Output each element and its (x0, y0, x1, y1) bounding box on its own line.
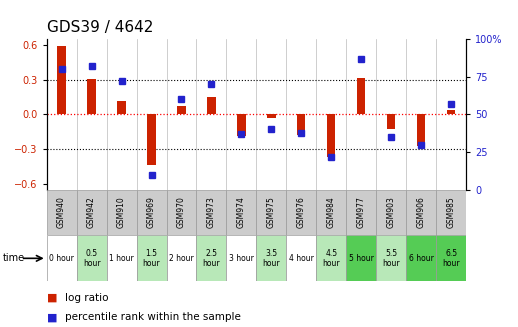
Bar (297, 114, 306, 135)
Bar (436, 190, 466, 235)
Text: percentile rank within the sample: percentile rank within the sample (65, 312, 241, 322)
Bar (57, 45, 66, 114)
Text: ■: ■ (47, 312, 57, 322)
Bar (376, 235, 406, 281)
Text: 4 hour: 4 hour (289, 254, 314, 263)
Bar (316, 235, 347, 281)
Text: 2 hour: 2 hour (169, 254, 194, 263)
Bar (417, 114, 425, 146)
Text: 3.5
hour: 3.5 hour (263, 249, 280, 268)
Bar (406, 190, 436, 235)
Bar (286, 235, 316, 281)
Bar (347, 235, 376, 281)
Bar (196, 235, 226, 281)
Bar (226, 235, 256, 281)
Text: GSM973: GSM973 (207, 197, 216, 229)
Text: log ratio: log ratio (65, 293, 108, 302)
Text: time: time (3, 253, 25, 263)
Bar (237, 114, 246, 136)
Text: 0.5
hour: 0.5 hour (83, 249, 100, 268)
Bar (47, 190, 77, 235)
Text: 0 hour: 0 hour (49, 254, 74, 263)
Text: GSM940: GSM940 (57, 197, 66, 229)
Bar (347, 190, 376, 235)
Text: 3 hour: 3 hour (229, 254, 254, 263)
Bar (406, 235, 436, 281)
Bar (256, 190, 286, 235)
Text: 5 hour: 5 hour (349, 254, 374, 263)
Bar (376, 190, 406, 235)
Bar (107, 235, 137, 281)
Bar (267, 114, 276, 118)
Bar (196, 190, 226, 235)
Text: 1 hour: 1 hour (109, 254, 134, 263)
Text: GDS39 / 4642: GDS39 / 4642 (47, 20, 153, 35)
Bar (316, 190, 347, 235)
Text: GSM985: GSM985 (447, 197, 456, 229)
Text: GSM910: GSM910 (117, 197, 126, 229)
Text: GSM977: GSM977 (357, 197, 366, 229)
Bar (166, 235, 196, 281)
Bar (118, 101, 126, 114)
Bar (357, 78, 365, 114)
Bar (88, 79, 96, 114)
Bar (286, 190, 316, 235)
Bar (137, 235, 166, 281)
Text: GSM984: GSM984 (327, 197, 336, 229)
Text: GSM906: GSM906 (417, 197, 426, 229)
Text: GSM975: GSM975 (267, 197, 276, 229)
Bar (327, 114, 336, 157)
Bar (77, 190, 107, 235)
Text: GSM969: GSM969 (147, 197, 156, 229)
Text: GSM942: GSM942 (87, 197, 96, 229)
Bar (166, 190, 196, 235)
Text: 4.5
hour: 4.5 hour (323, 249, 340, 268)
Text: GSM970: GSM970 (177, 197, 186, 229)
Text: 1.5
hour: 1.5 hour (142, 249, 161, 268)
Bar (256, 235, 286, 281)
Bar (77, 235, 107, 281)
Text: 2.5
hour: 2.5 hour (203, 249, 220, 268)
Text: GSM974: GSM974 (237, 197, 246, 229)
Bar (148, 114, 155, 165)
Bar (447, 110, 455, 114)
Text: GSM903: GSM903 (387, 197, 396, 229)
Bar (226, 190, 256, 235)
Bar (47, 235, 77, 281)
Text: 5.5
hour: 5.5 hour (382, 249, 400, 268)
Bar (177, 106, 185, 114)
Bar (207, 96, 215, 114)
Bar (137, 190, 166, 235)
Text: 6.5
hour: 6.5 hour (442, 249, 460, 268)
Bar (436, 235, 466, 281)
Bar (107, 190, 137, 235)
Text: GSM976: GSM976 (297, 197, 306, 229)
Text: 6 hour: 6 hour (409, 254, 434, 263)
Text: ■: ■ (47, 293, 57, 302)
Bar (387, 114, 395, 129)
